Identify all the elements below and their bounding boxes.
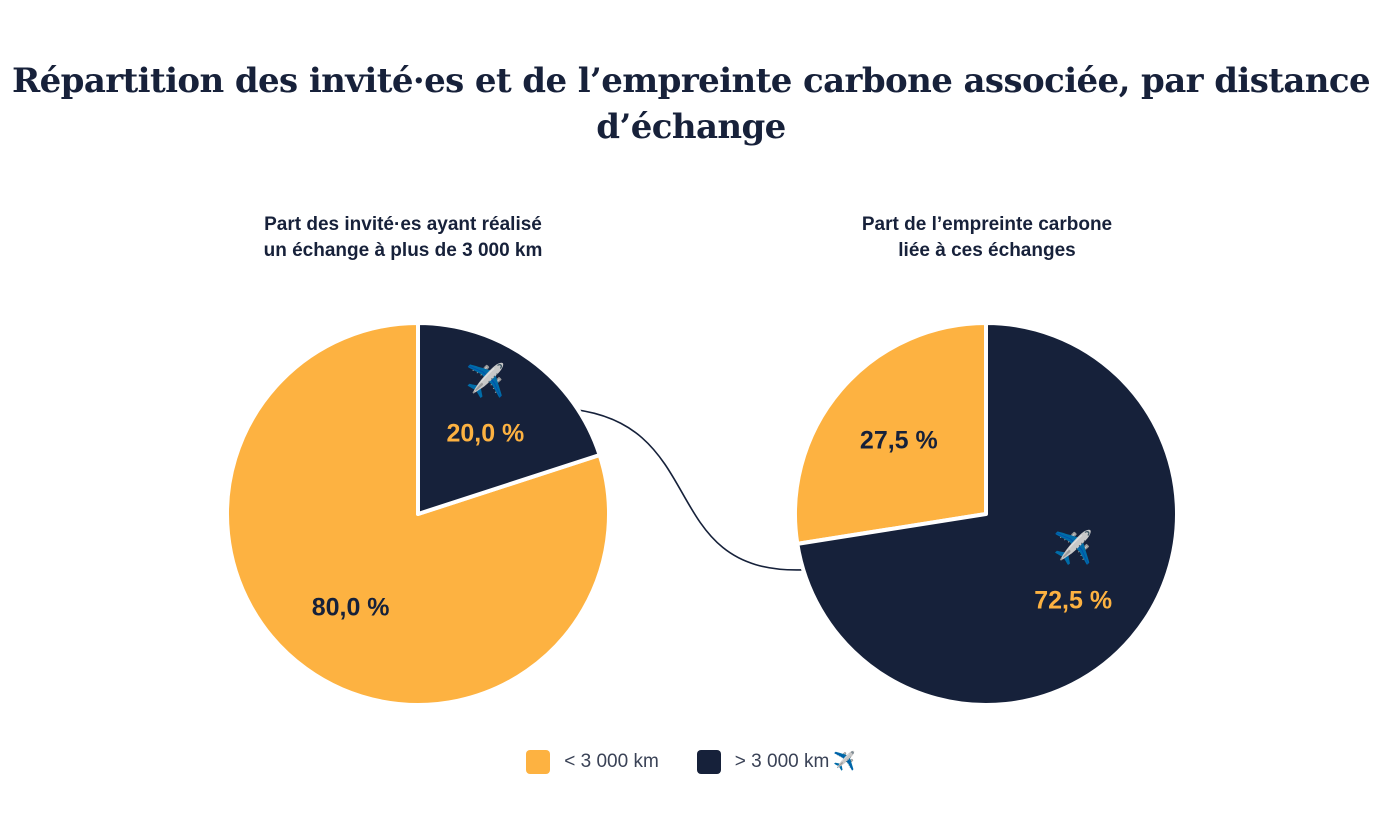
pie-2-slice-long (795, 321, 1179, 707)
right-chart-title-line-2: liée à ces échanges (898, 240, 1076, 261)
legend: < 3 000 km > 3 000 km ✈️ (0, 750, 1382, 774)
pie-1-label-long: 20,0 % (446, 419, 524, 447)
right-chart-title: Part de l’empreinte carbone liée à ces é… (757, 212, 1217, 264)
pie-2-slice-short (793, 321, 988, 546)
legend-swatch-long (696, 750, 721, 774)
legend-label-short: < 3 000 km (564, 751, 659, 772)
pie-1-slice-short (225, 321, 611, 707)
pie-2-label-long: 72,5 % (1034, 586, 1112, 614)
left-chart-title-line-1: Part des invité·es ayant réalisé (264, 214, 542, 235)
right-chart-title-line-1: Part de l’empreinte carbone (861, 214, 1113, 235)
left-chart-title-line-2: un échange à plus de 3 000 km (263, 240, 543, 261)
pie-chart-1: ✈️ 20,0 % 80,0 % (225, 321, 611, 707)
pie-1-slice-long (416, 321, 602, 516)
legend-swatch-short (526, 750, 551, 774)
page-title: Répartition des invité·es et de l’emprei… (11, 61, 1371, 147)
pie-1-label-short: 80,0 % (312, 594, 390, 622)
legend-item-short: < 3 000 km (526, 750, 659, 774)
pie-2-airplane-icon: ✈️ (1053, 528, 1093, 566)
pie-2-label-short: 27,5 % (860, 427, 938, 455)
connector-curve (563, 407, 804, 571)
airplane-icon: ✈️ (833, 751, 856, 771)
legend-label-long: > 3 000 km (734, 751, 830, 772)
legend-item-long: > 3 000 km ✈️ (696, 750, 856, 774)
left-chart-title: Part des invité·es ayant réalisé un écha… (173, 212, 633, 264)
pie-1-airplane-icon: ✈️ (465, 361, 505, 399)
pie-chart-2: ✈️ 72,5 % 27,5 % (793, 321, 1179, 707)
